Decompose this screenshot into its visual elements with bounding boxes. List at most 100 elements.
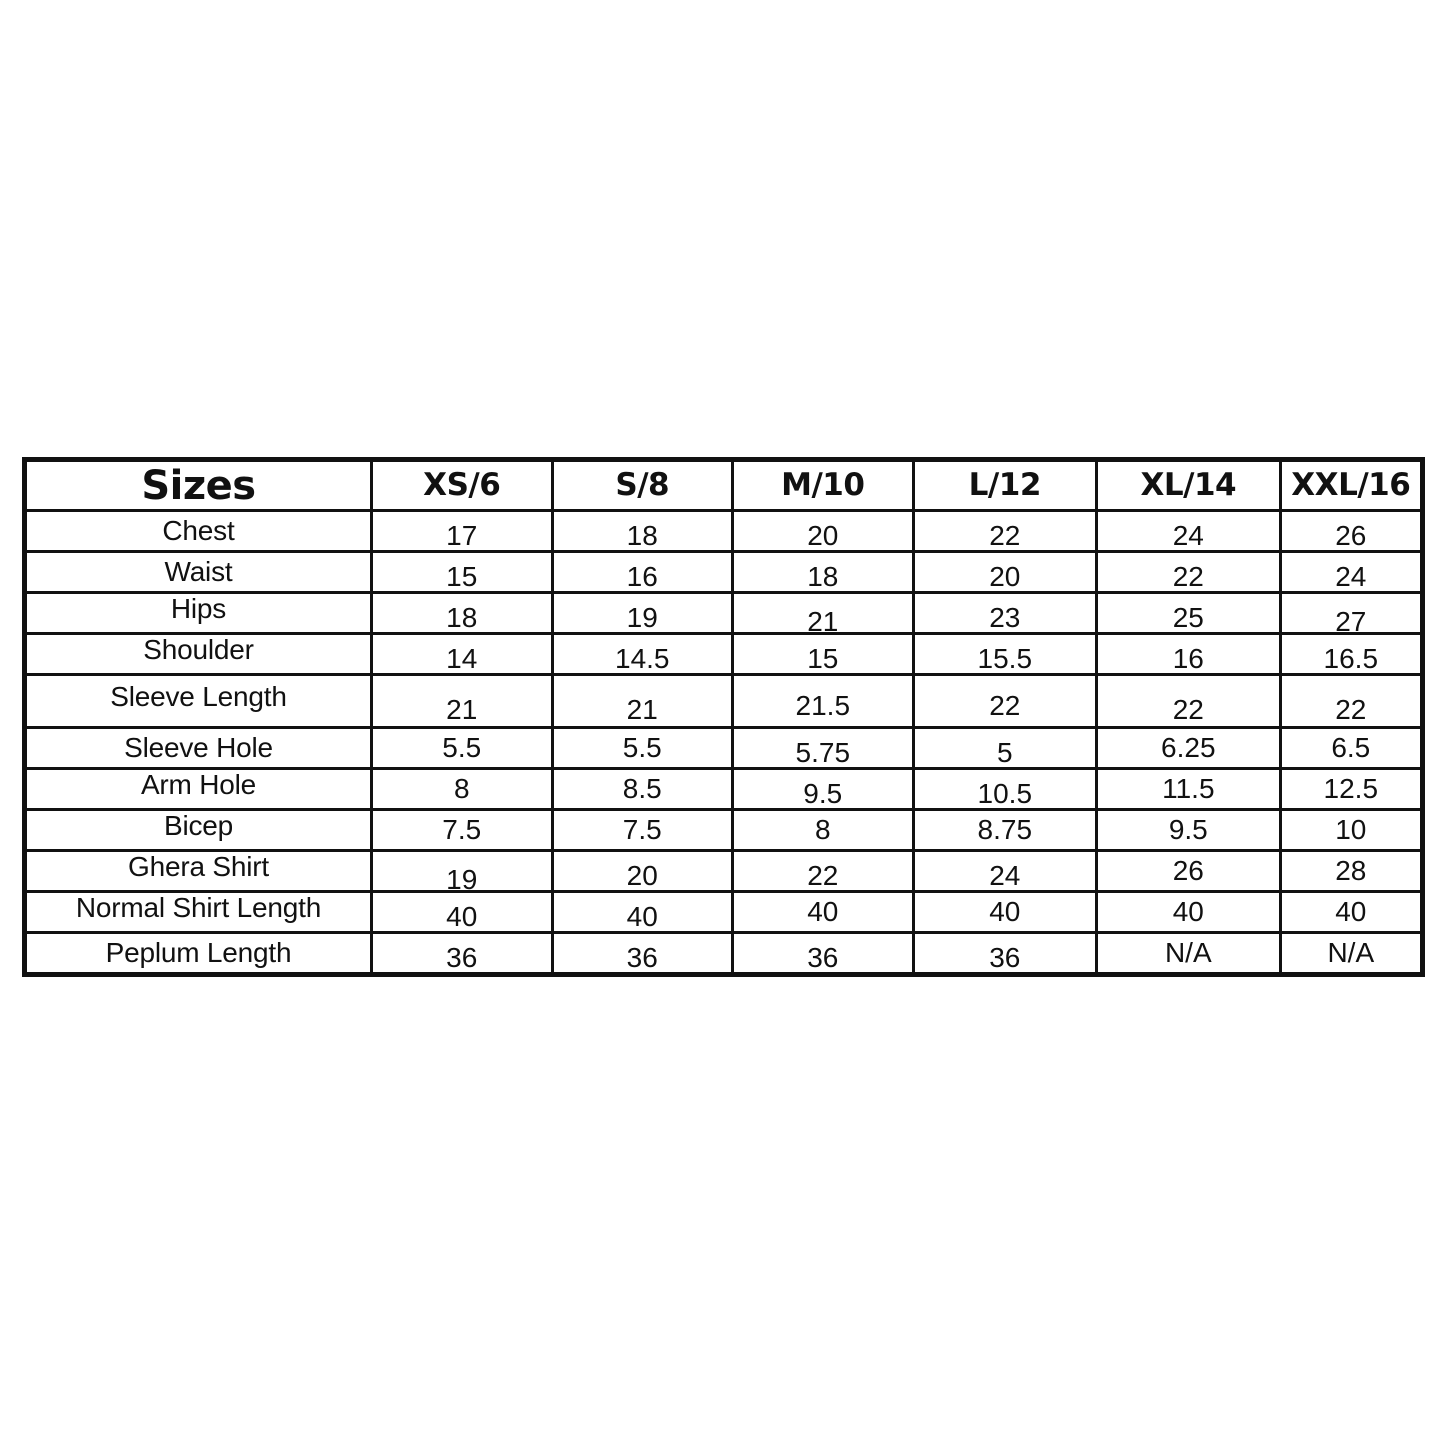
row-label: Sleeve Length bbox=[110, 681, 287, 712]
value-cell: 22 bbox=[731, 849, 915, 893]
value-cell: 17 bbox=[369, 509, 554, 553]
value-cell: 23 bbox=[911, 591, 1099, 635]
table-row: Sleeve Hole 5.5 5.5 5.75 5 6.25 6.5 bbox=[23, 726, 1425, 770]
value-cell: 15 bbox=[731, 632, 915, 676]
cell-value: 36 bbox=[446, 942, 478, 973]
cell-value: 9.5 bbox=[803, 778, 843, 809]
row-label: Peplum Length bbox=[105, 937, 292, 968]
table-row: Sleeve Length 21 21 21.5 22 22 22 bbox=[23, 673, 1425, 729]
cell-value: 8.5 bbox=[622, 773, 662, 804]
row-label: Sleeve Hole bbox=[124, 732, 273, 763]
value-cell: 7.5 bbox=[369, 808, 554, 852]
value-cell: 21 bbox=[369, 673, 554, 729]
cell-value: 22 bbox=[989, 520, 1021, 551]
size-header-label: L/12 bbox=[968, 467, 1042, 503]
cell-value: 23 bbox=[989, 602, 1021, 633]
value-cell: 8.75 bbox=[911, 808, 1099, 852]
cell-value: 5.5 bbox=[622, 732, 662, 763]
table-row: Waist 15 16 18 20 22 24 bbox=[23, 550, 1425, 594]
value-cell: 40 bbox=[369, 890, 554, 934]
row-label: Chest bbox=[162, 515, 235, 546]
row-label: Normal Shirt Length bbox=[75, 892, 322, 923]
value-cell: 27 bbox=[1278, 591, 1425, 637]
value-cell: 22 bbox=[1278, 673, 1425, 729]
row-label-cell: Peplum Length bbox=[23, 931, 373, 976]
value-cell: 9.5 bbox=[731, 767, 915, 811]
value-cell: 40 bbox=[1095, 890, 1282, 934]
cell-value: 19 bbox=[446, 864, 478, 895]
cell-value: 40 bbox=[626, 901, 658, 932]
cell-value: 6.5 bbox=[1331, 732, 1371, 763]
cell-value: N/A bbox=[1164, 937, 1212, 968]
cell-value: 8.75 bbox=[977, 814, 1033, 845]
cell-value: 22 bbox=[1172, 561, 1204, 592]
value-cell: 8 bbox=[369, 767, 554, 811]
cell-value: 21 bbox=[626, 694, 658, 725]
value-cell: 9.5 bbox=[1095, 808, 1282, 852]
row-label-cell: Waist bbox=[23, 550, 373, 594]
cell-value: 22 bbox=[989, 690, 1021, 721]
cell-value: 21 bbox=[446, 694, 478, 725]
value-cell: 5.5 bbox=[550, 726, 735, 770]
cell-value: 40 bbox=[989, 896, 1021, 927]
row-label-cell: Bicep bbox=[23, 808, 373, 852]
value-cell: 15.5 bbox=[911, 632, 1099, 676]
header-cell-xl: XL/14 bbox=[1095, 458, 1282, 512]
table-body: Chest 17 18 20 22 24 26 Waist 15 16 18 2… bbox=[23, 509, 1425, 976]
cell-value: 27 bbox=[1335, 606, 1367, 637]
cell-value: 24 bbox=[989, 860, 1021, 891]
value-cell: 8.5 bbox=[550, 767, 735, 811]
header-cell-sizes: Sizes bbox=[23, 458, 373, 512]
cell-value: 40 bbox=[1172, 896, 1204, 927]
row-label: Shoulder bbox=[143, 634, 254, 665]
cell-value: 8 bbox=[814, 814, 831, 845]
value-cell: 18 bbox=[550, 509, 735, 553]
value-cell: 10.5 bbox=[911, 767, 1099, 811]
value-cell: 18 bbox=[369, 591, 554, 635]
header-cell-xs: XS/6 bbox=[369, 458, 554, 512]
value-cell: 40 bbox=[550, 890, 735, 934]
value-cell: 14.5 bbox=[550, 632, 735, 676]
value-cell: 19 bbox=[369, 849, 554, 895]
value-cell: 40 bbox=[1278, 890, 1425, 934]
value-cell: 7.5 bbox=[550, 808, 735, 852]
cell-value: 14 bbox=[446, 643, 478, 674]
cell-value: 16 bbox=[1172, 643, 1204, 674]
value-cell: N/A bbox=[1278, 931, 1425, 976]
value-cell: 21.5 bbox=[731, 673, 915, 729]
size-header-label: S/8 bbox=[615, 467, 670, 503]
value-cell: 20 bbox=[731, 509, 915, 553]
cell-value: 25 bbox=[1172, 602, 1204, 633]
value-cell: 26 bbox=[1095, 849, 1282, 893]
cell-value: 20 bbox=[626, 860, 658, 891]
value-cell: 11.5 bbox=[1095, 767, 1282, 811]
cell-value: 21 bbox=[807, 606, 839, 637]
header-cell-s: S/8 bbox=[550, 458, 735, 512]
value-cell: 5.5 bbox=[369, 726, 554, 770]
cell-value: 9.5 bbox=[1168, 814, 1208, 845]
size-header-label: M/10 bbox=[781, 467, 865, 503]
header-cell-m: M/10 bbox=[731, 458, 915, 512]
value-cell: 28 bbox=[1278, 849, 1425, 893]
size-header-label: XS/6 bbox=[423, 467, 501, 503]
value-cell: 6.5 bbox=[1278, 726, 1425, 770]
cell-value: 15 bbox=[807, 643, 839, 674]
cell-value: 21.5 bbox=[795, 690, 851, 721]
value-cell: 6.25 bbox=[1095, 726, 1282, 770]
cell-value: 36 bbox=[626, 942, 658, 973]
cell-value: 10 bbox=[1335, 814, 1367, 845]
header-cell-xxl: XXL/16 bbox=[1278, 458, 1425, 512]
table-row: Shoulder 14 14.5 15 15.5 16 16.5 bbox=[23, 632, 1425, 676]
value-cell: 20 bbox=[550, 849, 735, 893]
cell-value: N/A bbox=[1327, 937, 1375, 968]
value-cell: 5 bbox=[911, 726, 1099, 770]
cell-value: 11.5 bbox=[1162, 773, 1215, 804]
cell-value: 5.75 bbox=[795, 737, 851, 768]
row-label-cell: Sleeve Length bbox=[23, 673, 373, 729]
value-cell: 8 bbox=[731, 808, 915, 852]
row-label-cell: Shoulder bbox=[23, 632, 373, 676]
value-cell: 22 bbox=[1095, 550, 1282, 594]
cell-value: 22 bbox=[807, 860, 839, 891]
row-label-cell: Hips bbox=[23, 591, 373, 635]
